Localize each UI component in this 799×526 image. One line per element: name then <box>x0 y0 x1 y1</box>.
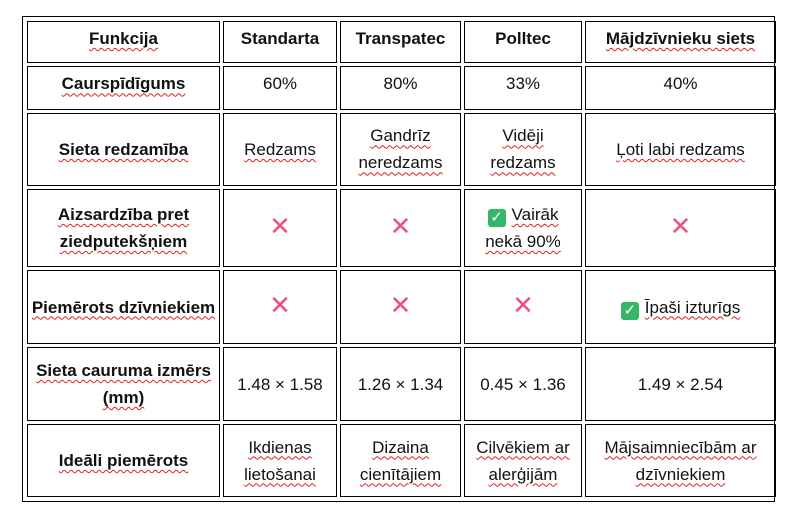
row-label: Piemērots dzīvniekiem <box>27 270 220 344</box>
table-cell: ✕ <box>340 270 461 344</box>
table-row: Sieta cauruma izmērs (mm) 1.48 × 1.58 1.… <box>27 346 776 422</box>
row-label: Sieta redzamība <box>27 112 220 186</box>
table-cell: Gandrīz neredzams <box>340 112 461 186</box>
table-cell: ✕ <box>223 188 337 268</box>
row-label: Ideāli piemērots <box>27 424 220 497</box>
table-row: Caurspīdīgums 60% 80% 33% 40% <box>27 66 776 110</box>
table-cell: Cilvēkiem ar alerģijām <box>464 424 582 497</box>
check-icon: ✓ <box>620 301 639 320</box>
table-cell: Ikdienas lietošanai <box>223 424 337 497</box>
table-row: Ideāli piemērots Ikdienas lietošanai Diz… <box>27 424 776 497</box>
table-cell: ✓ Vairāk nekā 90% <box>464 188 582 268</box>
table-cell: 60% <box>223 66 337 110</box>
table-row: Sieta redzamība Redzams Gandrīz neredzam… <box>27 112 776 186</box>
table-cell: Vidēji redzams <box>464 112 582 186</box>
header-transpatec: Transpatec <box>340 21 461 64</box>
row-label: Caurspīdīgums <box>27 66 220 110</box>
table-cell: Dizaina cienītājiem <box>340 424 461 497</box>
table-cell: Redzams <box>223 112 337 186</box>
table-cell: ✕ <box>585 188 776 268</box>
table-cell: 1.49 × 2.54 <box>585 346 776 422</box>
header-row: Funkcija Standarta Transpatec Polltec Mā… <box>27 21 776 64</box>
row-label: Aizsardzība pret ziedputekšņiem <box>27 188 220 268</box>
table-frame <box>22 16 775 502</box>
table-cell: ✕ <box>223 270 337 344</box>
header-feature: Funkcija <box>27 21 220 64</box>
table-cell: Mājsaimniecībām ar dzīvniekiem <box>585 424 776 497</box>
cross-icon: ✕ <box>669 210 692 241</box>
table-row: Aizsardzība pret ziedputekšņiem ✕ ✕ ✓ Vai… <box>27 188 776 268</box>
header-majdzivnieku: Mājdzīvnieku siets <box>585 21 776 64</box>
table-cell: 40% <box>585 66 776 110</box>
table-cell: 1.48 × 1.58 <box>223 346 337 422</box>
table-cell: 33% <box>464 66 582 110</box>
cross-icon: ✕ <box>269 210 291 241</box>
table-cell: 0.45 × 1.36 <box>464 346 582 422</box>
table-cell: ✓ Īpaši izturīgs <box>585 270 776 344</box>
table-row: Piemērots dzīvniekiem ✕ ✕ ✕ ✓ Īpaši iztur… <box>27 270 776 344</box>
header-standarta: Standarta <box>223 21 337 64</box>
comparison-table: Funkcija Standarta Transpatec Polltec Mā… <box>24 18 779 500</box>
table-cell: 1.26 × 1.34 <box>340 346 461 422</box>
table-cell: ✕ <box>464 270 582 344</box>
check-icon: ✓ <box>487 208 506 227</box>
table-cell: ✕ <box>340 188 461 268</box>
cross-icon: ✕ <box>512 290 534 321</box>
header-polltec: Polltec <box>464 21 582 64</box>
cross-icon: ✕ <box>389 290 412 321</box>
cross-icon: ✕ <box>269 290 291 321</box>
cross-icon: ✕ <box>389 210 412 241</box>
row-label: Sieta cauruma izmērs (mm) <box>27 346 220 422</box>
table-cell: 80% <box>340 66 461 110</box>
table-cell: Ļoti labi redzams <box>585 112 776 186</box>
